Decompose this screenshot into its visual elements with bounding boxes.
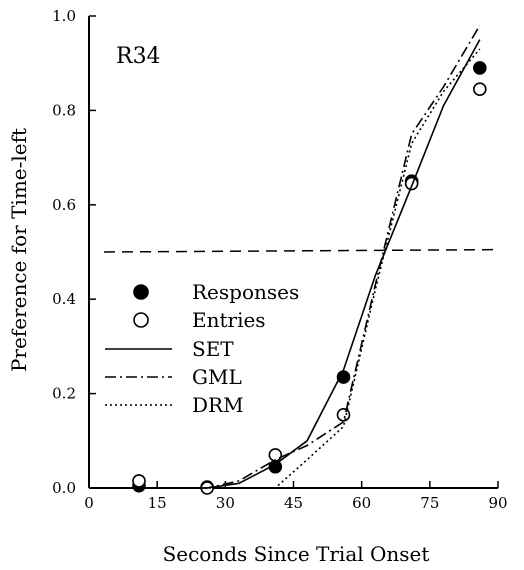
series-drm	[139, 48, 481, 489]
legend-label: Responses	[192, 280, 299, 304]
data-point-responses	[473, 61, 487, 75]
legend-item-gml: GML	[105, 365, 242, 389]
reference-line-group	[103, 248, 497, 253]
y-axis-title: Preference for Time-left	[7, 128, 31, 372]
y-tick-label: 1.0	[52, 7, 76, 25]
y-tick-label: 0.8	[52, 101, 76, 119]
legend-label: SET	[192, 337, 234, 361]
y-tick-label: 0.0	[52, 479, 76, 497]
data-point-entries	[268, 448, 283, 462]
legend-label: GML	[192, 365, 242, 389]
data-point-entries	[336, 408, 351, 422]
x-tick-label: 0	[84, 494, 94, 512]
legend-label: Entries	[192, 308, 266, 332]
series-group	[132, 24, 487, 495]
legend-label: DRM	[192, 393, 244, 417]
legend-marker	[133, 284, 149, 300]
x-tick-label: 75	[420, 494, 439, 512]
data-point-entries	[473, 82, 487, 96]
reference-line	[103, 248, 497, 253]
x-tick-label: 90	[488, 494, 507, 512]
series-entries	[132, 82, 487, 495]
x-tick-label: 60	[352, 494, 371, 512]
panel-label: R34	[116, 44, 161, 69]
x-tick-label: 30	[216, 494, 235, 512]
legend: Responses Entries SET GML DRM	[105, 280, 299, 417]
legend-item-set: SET	[105, 337, 234, 361]
series-line-set	[139, 39, 481, 489]
series-line-drm	[139, 48, 481, 489]
data-point-entries	[132, 474, 146, 488]
x-tick-label: 45	[284, 494, 303, 512]
x-tick-label: 15	[148, 494, 167, 512]
series-line-gml	[139, 24, 481, 489]
x-axis-title: Seconds Since Trial Onset	[163, 542, 430, 566]
series-gml	[139, 24, 481, 489]
y-tick-label: 0.4	[52, 290, 76, 308]
legend-marker	[133, 312, 149, 328]
legend-item-entries: Entries	[133, 308, 266, 332]
legend-item-drm: DRM	[105, 393, 244, 417]
axes: 0 15 30 45 60 75 90 0.0 0.2 0.4 0.6 0.8 1.0	[52, 7, 507, 512]
series-set	[139, 39, 481, 489]
y-tick-label: 0.2	[52, 385, 76, 403]
series-responses	[132, 61, 487, 494]
y-tick-label: 0.6	[52, 196, 76, 214]
legend-item-responses: Responses	[133, 280, 299, 304]
